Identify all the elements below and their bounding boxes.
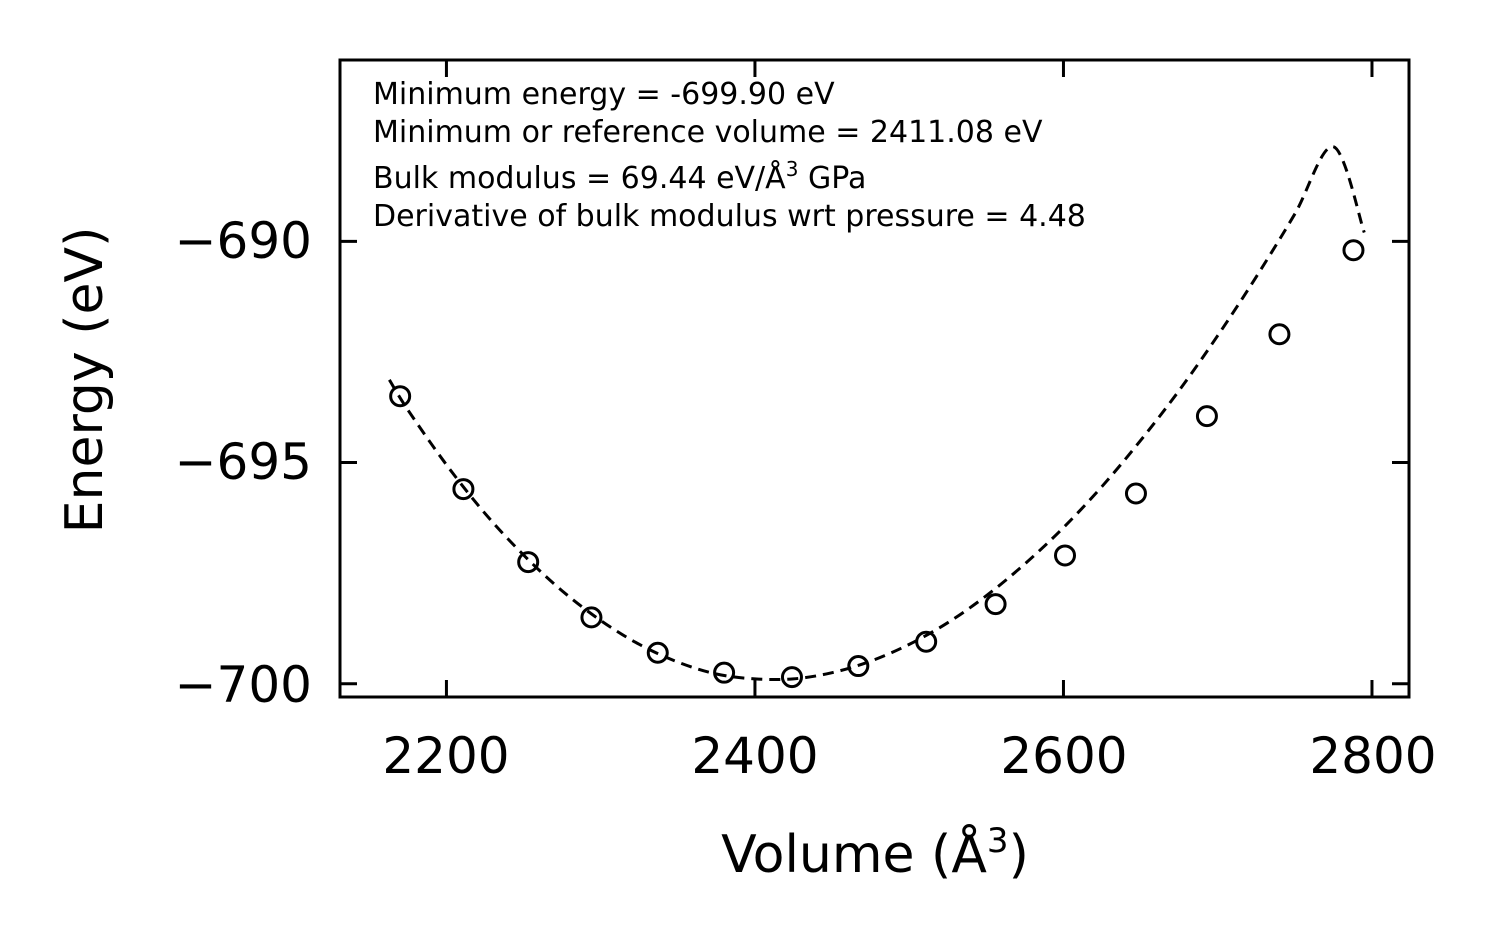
data-point — [646, 641, 669, 664]
data-point — [1195, 405, 1218, 428]
data-points-layer — [389, 239, 1365, 689]
annotation-bulk-modulus-prefix: Bulk modulus = 69.44 eV/Å — [373, 160, 786, 196]
x-axis-label-suffix: ) — [1009, 825, 1029, 885]
plot-frame — [338, 58, 1411, 699]
y-axis-label: Energy (eV) — [55, 227, 115, 534]
x-axis-label-sup: 3 — [987, 821, 1009, 861]
data-point — [915, 630, 938, 653]
data-point — [452, 478, 475, 501]
annotation-minimum-energy: Minimum energy = -699.90 eV — [373, 77, 835, 112]
data-point — [389, 385, 412, 408]
annotation-reference-volume: Minimum or reference volume = 2411.08 eV — [373, 115, 1043, 150]
data-point — [1124, 482, 1147, 505]
x-axis-label: Volume (Å3) — [721, 821, 1029, 885]
axis-ticks — [340, 60, 1409, 697]
annotation-bulk-modulus-suffix: GPa — [798, 161, 866, 196]
y-tick-label-690: −690 — [175, 212, 312, 270]
data-point — [984, 593, 1007, 616]
annotation-bulk-modulus: Bulk modulus = 69.44 eV/Å3 GPa — [373, 157, 866, 196]
data-point — [1268, 323, 1291, 346]
x-tick-label-2800: 2800 — [1309, 727, 1436, 785]
annotation-bulk-modulus-sup: 3 — [786, 157, 799, 181]
x-tick-label-2400: 2400 — [691, 727, 818, 785]
annotation-bulk-modulus-derivative: Derivative of bulk modulus wrt pressure … — [373, 199, 1086, 234]
data-point — [1054, 544, 1077, 567]
x-axis-label-prefix: Volume (Å — [721, 823, 987, 885]
data-point — [713, 661, 736, 684]
y-tick-label-700: −700 — [175, 656, 312, 714]
data-point — [517, 551, 540, 574]
data-point — [1342, 239, 1365, 262]
data-point — [847, 655, 870, 678]
data-point — [580, 606, 603, 629]
data-point — [780, 666, 803, 689]
x-tick-label-2600: 2600 — [1000, 727, 1127, 785]
x-tick-label-2200: 2200 — [382, 727, 509, 785]
y-tick-label-695: −695 — [175, 433, 312, 491]
